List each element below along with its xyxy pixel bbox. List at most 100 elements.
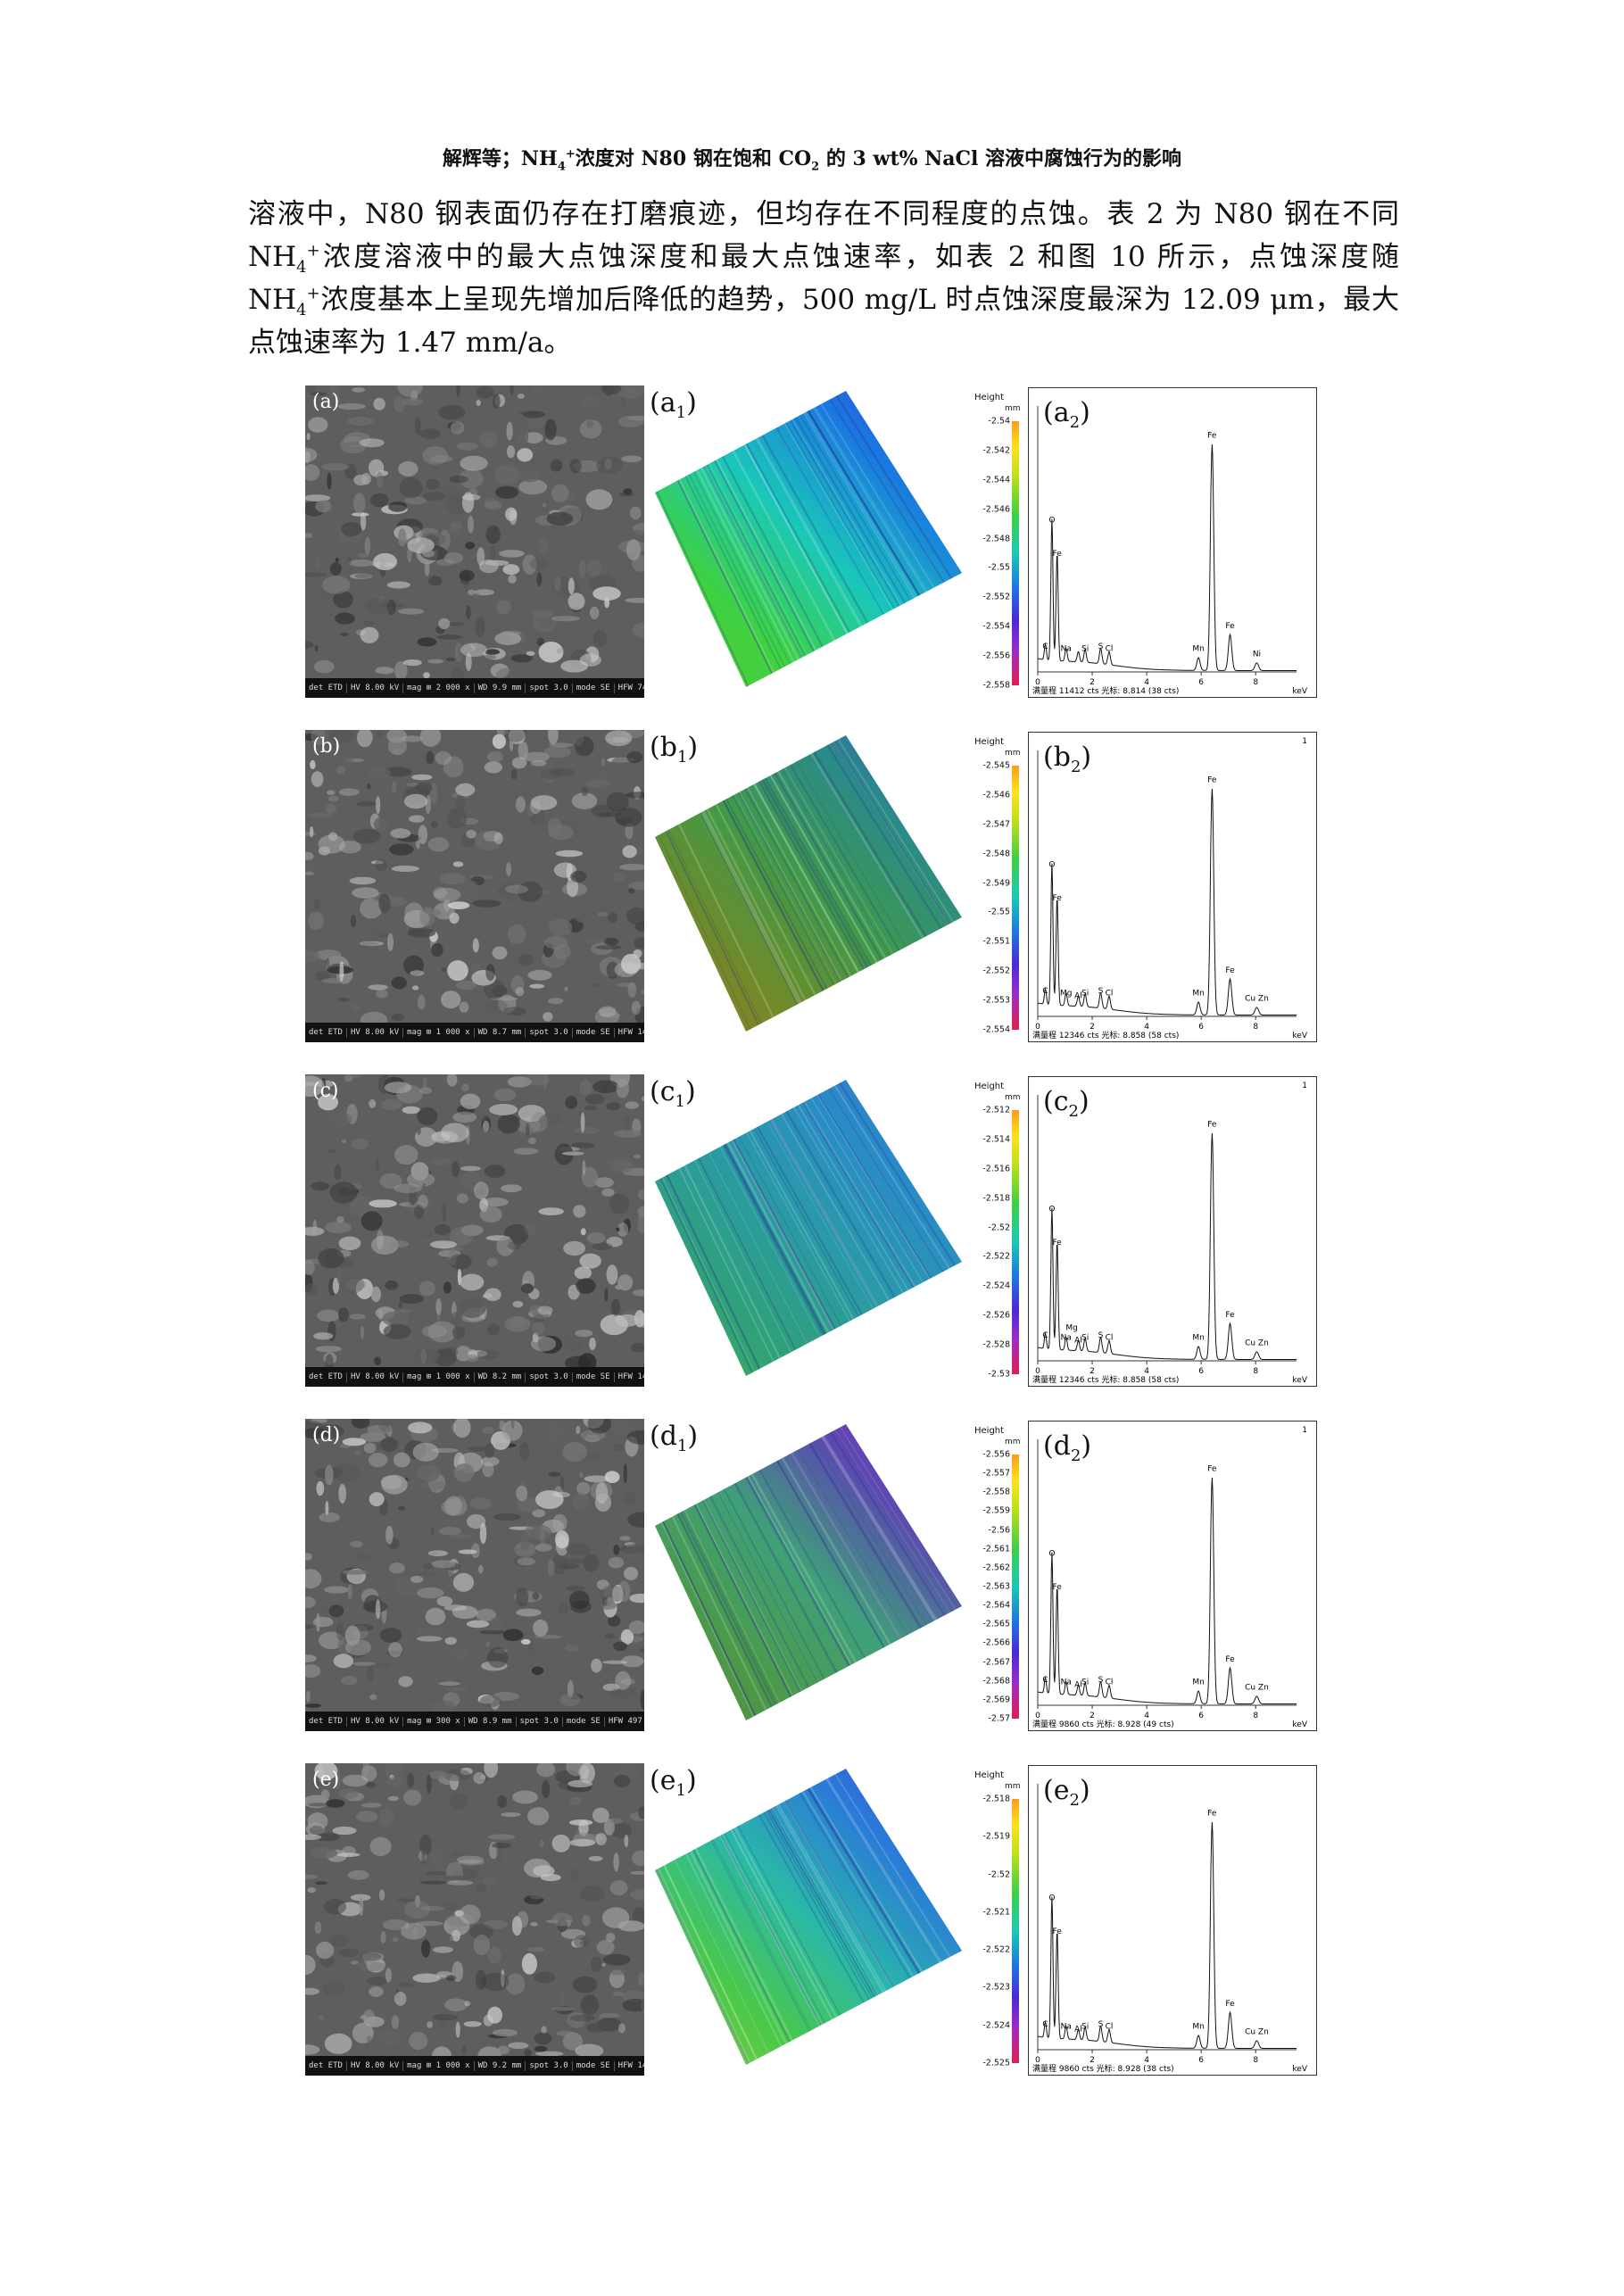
eds-kev-label: keV [1292, 2065, 1307, 2074]
eds-peak-label: O [1048, 1550, 1055, 1559]
sem-panel-label: (a) [312, 391, 340, 413]
eds-peak-label: Al [1074, 1337, 1082, 1346]
eds-peak-label: Fe [1225, 1655, 1235, 1664]
surface-topography-3d [655, 391, 962, 687]
colorbar-title: Height [974, 393, 1005, 402]
colorbar-tick-label: -2.546 [982, 790, 1010, 800]
sem-info-cell: det ETD [305, 1027, 347, 1038]
sem-info-cell: mag ⊞ 1 000 x [403, 1372, 475, 1382]
eds-peak-label: Cl [1106, 1678, 1114, 1687]
sem-info-bar: det ETD HV 8.00 kV mag ⊞ 300 x WD 8.9 mm spo… [305, 1712, 644, 1731]
eds-footer: 满量程 9860 cts 光标: 8.928 (38 cts) [1032, 2063, 1174, 2074]
eds-x-tick-label: 8 [1253, 1712, 1258, 1720]
colorbar-tick-label: -2.564 [982, 1600, 1010, 1611]
colorbar-gradient [1012, 1799, 1019, 2063]
eds-peak-label: C [1042, 2020, 1048, 2029]
eds-peak-label: C [1042, 642, 1048, 651]
colorbar-tick-label: -2.545 [982, 760, 1010, 771]
colorbar-tick-label: -2.549 [982, 878, 1010, 889]
eds-x-tick-label: 6 [1198, 1712, 1204, 1720]
colorbar-tick-label: -2.516 [982, 1164, 1010, 1174]
eds-x-tick-label: 8 [1253, 1023, 1258, 1032]
figure-row-d: (d) det ETD HV 8.00 kV mag ⊞ 300 x WD 8.9 mm… [0, 1419, 1624, 1736]
colorbar-title: Height [974, 1082, 1005, 1091]
topo-sub: 1 [675, 1092, 685, 1111]
header-ion-sup: + [565, 147, 576, 162]
sem-info-cell: mode SE [573, 1372, 615, 1382]
sem-info-cell: HFW 74.6 μm [615, 684, 644, 693]
eds-peak-label: Na [1061, 645, 1072, 654]
colorbar-tick-label: -2.552 [982, 592, 1010, 602]
sem-info-cell: mode SE [573, 683, 615, 693]
colorbar-tick-label: -2.563 [982, 1581, 1010, 1592]
eds-peak-label: Na [1061, 1334, 1072, 1343]
eds-spectrum-line [1037, 1132, 1297, 1360]
topo-panel-label: (c1) [650, 1076, 696, 1111]
eds-peak-label: Cl [1106, 990, 1114, 999]
topo-letter: c [659, 1076, 675, 1107]
eds-peak-label: Fe [1207, 1121, 1217, 1130]
eds-peak-label: C [1042, 987, 1048, 996]
para-part1: 溶液中，N80 钢表面仍存在打磨痕迹，但均存在不同程度的点蚀。表 2 为 N80… [248, 198, 1399, 273]
para-sub1: 4 [296, 258, 307, 278]
eds-letter: c [1053, 1086, 1069, 1117]
height-colorbar: Height mm -2.518 -2.519 -2.52 -2.521 -2.522 -2.… [969, 1763, 1023, 2076]
sem-texture [305, 1419, 644, 1713]
colorbar-title: Height [974, 1770, 1005, 1780]
colorbar-tick-label: -2.569 [982, 1695, 1010, 1705]
colorbar-tick-label: -2.568 [982, 1676, 1010, 1687]
eds-panel-label: (c2) [1043, 1086, 1090, 1121]
eds-peak-label: Al [1074, 1681, 1082, 1690]
sem-panel-label: (c) [312, 1080, 339, 1102]
eds-peak-label: S [1098, 1331, 1104, 1340]
colorbar-tick-label: -2.518 [982, 1794, 1010, 1804]
colorbar-tick-label: -2.558 [982, 680, 1010, 691]
colorbar-tick-label: -2.556 [982, 1449, 1010, 1460]
colorbar-tick-label: -2.552 [982, 966, 1010, 976]
eds-footer: 满量程 9860 cts 光标: 8.928 (49 cts) [1032, 1719, 1174, 1729]
eds-x-tick-label: 2 [1090, 2056, 1095, 2065]
sem-info-cell: det ETD [305, 1716, 347, 1727]
eds-peak-label: Mn [1192, 645, 1204, 654]
eds-kev-label: keV [1292, 1720, 1307, 1729]
colorbar-ticks: -2.518 -2.519 -2.52 -2.521 -2.522 -2.523 -2.52… [969, 1795, 1010, 2068]
colorbar-gradient [1012, 766, 1019, 1030]
topo-letter: e [659, 1765, 676, 1796]
eds-spectrum-line [1037, 1821, 1297, 2049]
colorbar-tick-label: -2.55 [988, 907, 1010, 917]
sem-info-cell: spot 3.0 [517, 1716, 563, 1727]
figure-row-c: (c) det ETD HV 8.00 kV mag ⊞ 1 000 x WD 8.2 … [0, 1074, 1624, 1391]
sem-texture [305, 1763, 644, 2065]
sem-panel-label: (d) [312, 1424, 341, 1446]
colorbar-tick-label: -2.567 [982, 1657, 1010, 1668]
colorbar-tick-label: -2.547 [982, 819, 1010, 830]
eds-kev-label: keV [1292, 1032, 1307, 1040]
eds-x-tick-label: 0 [1035, 1023, 1040, 1032]
colorbar-tick-label: -2.518 [982, 1193, 1010, 1204]
sem-info-cell: mode SE [573, 1027, 615, 1038]
sem-info-cell: HV 8.00 kV [347, 1027, 404, 1038]
sem-info-cell: spot 3.0 [526, 1027, 573, 1038]
surface-topography-3d [655, 1424, 962, 1720]
header-ion-sub: 4 [557, 160, 566, 174]
topo-sub: 1 [676, 1437, 688, 1455]
eds-peak-label: Cl [1106, 2023, 1114, 2032]
eds-peak-label: S [1098, 2020, 1104, 2029]
colorbar-tick-label: -2.521 [982, 1907, 1010, 1918]
colorbar-tick-label: -2.554 [982, 1024, 1010, 1035]
eds-spectrum: (b2) 0 2 4 6 8 keV 满量程 12346 cts 光标: 8.858 (58 … [1028, 732, 1317, 1042]
colorbar-tick-label: -2.512 [982, 1105, 1010, 1115]
colorbar-ticks: -2.556 -2.557 -2.558 -2.559 -2.56 -2.561 -2.56… [969, 1450, 1010, 1724]
height-colorbar: Height mm -2.545 -2.546 -2.547 -2.548 -2.549 -2… [969, 730, 1023, 1042]
eds-peak-label: Mn [1192, 990, 1204, 999]
colorbar-unit: mm [1005, 1438, 1021, 1446]
topo-letter: d [659, 1421, 677, 1452]
colorbar-tick-label: -2.55 [988, 562, 1010, 573]
eds-x-tick-label: 6 [1198, 1023, 1204, 1032]
sem-info-cell: HV 8.00 kV [347, 683, 404, 693]
sem-info-cell: HFW 497 μm [605, 1717, 644, 1727]
eds-x-tick-label: 2 [1090, 1712, 1095, 1720]
eds-peak-label: Al [1074, 992, 1082, 1001]
topo-panel-label: (a1) [650, 387, 697, 422]
colorbar-gradient [1012, 1110, 1019, 1374]
